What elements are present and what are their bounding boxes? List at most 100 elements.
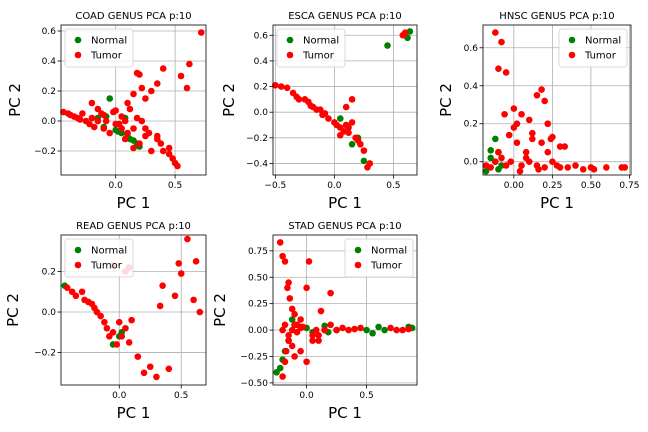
data-point <box>121 117 129 125</box>
legend-label: Normal <box>303 36 339 47</box>
data-point <box>90 123 98 131</box>
data-point <box>156 302 164 310</box>
data-point <box>279 252 286 260</box>
data-point <box>387 324 394 332</box>
data-point <box>336 131 344 139</box>
data-point <box>345 129 352 136</box>
data-point <box>159 147 167 155</box>
plot-frame <box>60 24 207 176</box>
legend-label: Tumor <box>302 51 335 62</box>
data-point <box>76 116 84 123</box>
data-point <box>130 144 137 152</box>
legend-box <box>558 28 628 68</box>
data-point <box>138 84 146 92</box>
legend-marker <box>286 51 294 59</box>
data-point <box>492 135 499 143</box>
data-point <box>159 282 166 289</box>
data-point <box>342 103 350 111</box>
data-point <box>321 326 328 334</box>
y-tick-label: 0.2 <box>42 267 56 277</box>
data-point <box>100 125 108 132</box>
data-point <box>272 81 279 89</box>
data-point <box>541 97 548 105</box>
data-point <box>171 292 179 300</box>
chart-title: HNSC GENUS PCA p:10 <box>499 11 614 22</box>
legend-marker <box>74 36 82 44</box>
y-tick-label: −0.2 <box>34 349 56 359</box>
data-point <box>165 144 173 152</box>
x-tick-label: 0.00 <box>504 181 524 191</box>
data-point <box>516 167 524 175</box>
x-tick-label: 0.5 <box>174 391 188 401</box>
data-point <box>100 111 108 119</box>
data-point <box>305 258 313 265</box>
data-point <box>522 148 530 156</box>
chart-title: COAD GENUS PCA p:10 <box>75 11 191 22</box>
data-point <box>112 107 119 114</box>
data-point <box>281 258 289 265</box>
data-point <box>309 337 316 344</box>
legend-marker <box>354 261 362 269</box>
data-point <box>321 110 329 117</box>
x-tick-label: −0.5 <box>264 181 286 191</box>
legend: Normal Tumor <box>558 28 628 68</box>
data-point <box>505 131 513 139</box>
data-point <box>72 292 80 300</box>
data-point <box>190 296 197 304</box>
x-axis-label: PC 1 <box>328 404 362 422</box>
data-point <box>159 65 167 72</box>
y-tick-label: −0.2 <box>34 147 56 157</box>
data-point <box>339 324 346 332</box>
data-point <box>325 115 332 122</box>
data-point <box>317 307 325 315</box>
data-point <box>345 326 352 334</box>
data-point <box>345 124 352 131</box>
data-point <box>495 148 502 156</box>
data-point <box>124 129 131 137</box>
data-point <box>303 358 310 366</box>
legend-label: Tumor <box>90 51 123 62</box>
data-point <box>590 166 598 173</box>
data-point <box>513 120 521 128</box>
data-point <box>133 114 141 122</box>
data-point <box>492 158 499 166</box>
data-point <box>621 164 629 171</box>
data-point <box>125 339 133 346</box>
data-point <box>177 270 185 277</box>
y-tick-label: 0.2 <box>254 83 268 93</box>
data-point <box>94 117 102 125</box>
data-point <box>533 91 541 99</box>
legend: Normal Tumor <box>64 238 134 278</box>
x-tick-label: 0.0 <box>112 391 127 401</box>
data-point <box>369 329 376 337</box>
data-point <box>276 239 284 246</box>
legend: Normal Tumor <box>344 238 414 278</box>
data-point <box>529 135 536 143</box>
data-point <box>297 324 304 332</box>
data-point <box>165 150 173 158</box>
data-point <box>556 143 564 150</box>
data-point <box>381 326 388 334</box>
subplot-3: 0.00 0.25 0.50 0.75 0.0 0.2 0.4 0.6 HNSC GENUS P… <box>437 11 639 212</box>
data-point <box>88 114 96 122</box>
data-point <box>502 69 510 76</box>
data-point <box>295 96 303 103</box>
data-point <box>288 342 296 350</box>
data-point <box>360 157 368 165</box>
data-point <box>106 129 114 137</box>
data-point <box>196 308 204 316</box>
data-point <box>501 110 508 118</box>
data-point <box>541 164 548 171</box>
data-point <box>184 235 191 243</box>
data-point <box>277 83 285 90</box>
data-point <box>351 325 358 333</box>
data-point <box>315 332 322 339</box>
data-point <box>357 324 364 332</box>
data-point <box>285 279 292 286</box>
data-point <box>126 135 134 143</box>
data-point <box>291 353 298 360</box>
plot-frame <box>482 24 632 176</box>
data-point <box>122 324 129 332</box>
data-point <box>303 284 310 292</box>
data-point <box>174 162 181 170</box>
